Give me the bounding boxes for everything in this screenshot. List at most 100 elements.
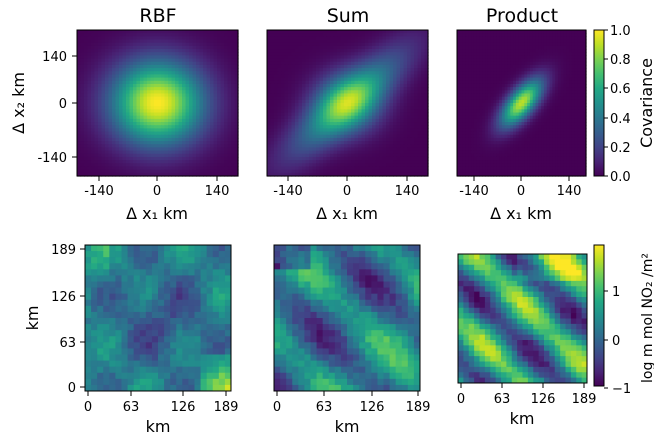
heatmap-cell bbox=[224, 109, 229, 114]
heatmap-cell bbox=[136, 71, 141, 76]
heatmap-cell bbox=[347, 115, 352, 120]
heatmap-cell bbox=[234, 169, 239, 174]
heatmap-cell bbox=[513, 71, 517, 76]
heatmap-cell bbox=[175, 68, 180, 72]
heatmap-cell bbox=[175, 131, 180, 136]
heatmap-cell bbox=[354, 58, 359, 63]
heatmap-cell bbox=[372, 109, 377, 114]
heatmap-cell bbox=[555, 30, 559, 34]
heatmap-cell bbox=[361, 103, 366, 107]
heatmap-cell bbox=[288, 33, 293, 37]
heatmap-cell bbox=[168, 169, 173, 174]
heatmap-cell bbox=[291, 42, 296, 47]
heatmap-cell bbox=[227, 52, 232, 56]
heatmap-cell bbox=[196, 36, 201, 41]
heatmap-cell bbox=[312, 96, 317, 101]
heatmap-cell bbox=[518, 80, 523, 85]
heatmap-cell bbox=[224, 134, 229, 139]
heatmap-cell bbox=[87, 118, 92, 123]
heatmap-cell bbox=[521, 61, 525, 66]
heatmap-cell bbox=[347, 125, 352, 129]
heatmap-cell bbox=[234, 99, 239, 104]
heatmap-cell bbox=[518, 33, 523, 37]
heatmap-cell bbox=[414, 106, 419, 110]
heatmap-cell bbox=[91, 144, 96, 149]
heatmap-cell bbox=[98, 166, 103, 171]
heatmap-cell bbox=[210, 96, 215, 101]
heatmap-cell bbox=[354, 172, 359, 177]
heatmap-cell bbox=[157, 115, 162, 120]
heatmap-cell bbox=[330, 30, 335, 34]
heatmap-cell bbox=[302, 118, 307, 123]
heatmap-cell bbox=[333, 33, 338, 37]
heatmap-cell bbox=[108, 118, 113, 123]
heatmap-cell bbox=[175, 125, 180, 129]
heatmap-cell bbox=[375, 131, 380, 136]
heatmap-cell bbox=[291, 125, 296, 129]
heatmap-cell bbox=[552, 39, 556, 44]
heatmap-cell bbox=[507, 74, 511, 79]
heatmap-cell bbox=[417, 87, 422, 91]
heatmap-cell bbox=[234, 156, 239, 161]
heatmap-cell bbox=[284, 109, 289, 114]
heatmap-cell bbox=[281, 169, 286, 174]
heatmap-cell bbox=[288, 77, 293, 82]
heatmap-cell bbox=[168, 61, 173, 66]
heatmap-cell bbox=[424, 144, 429, 149]
heatmap-cell bbox=[185, 122, 190, 126]
heatmap-cell bbox=[541, 42, 545, 47]
heatmap-cell bbox=[140, 134, 145, 139]
heatmap-cell bbox=[485, 74, 489, 79]
heatmap-cell bbox=[507, 61, 511, 66]
heatmap-cell bbox=[507, 49, 511, 53]
heatmap-cell bbox=[168, 134, 173, 139]
heatmap-cell bbox=[206, 49, 211, 53]
heatmap-cell bbox=[189, 58, 194, 63]
heatmap-cell bbox=[98, 90, 103, 95]
heatmap-cell bbox=[115, 115, 120, 120]
heatmap-cell bbox=[417, 71, 422, 76]
heatmap-cell bbox=[316, 61, 321, 66]
heatmap-cell bbox=[476, 80, 481, 85]
heatmap-cell bbox=[210, 52, 215, 56]
heatmap-cell bbox=[112, 141, 117, 145]
heatmap-cell bbox=[227, 125, 232, 129]
heatmap-cell bbox=[224, 33, 229, 37]
heatmap-cell bbox=[323, 118, 328, 123]
heatmap-cell bbox=[424, 33, 429, 37]
heatmap-cell bbox=[372, 169, 377, 174]
heatmap-cell bbox=[122, 90, 127, 95]
heatmap-cell bbox=[270, 45, 275, 50]
heatmap-cell bbox=[288, 118, 293, 123]
heatmap-cell bbox=[414, 153, 419, 158]
heatmap-cell bbox=[213, 112, 218, 117]
heatmap-cell bbox=[316, 160, 321, 164]
heatmap-cell bbox=[389, 99, 394, 104]
heatmap-cell bbox=[368, 128, 373, 133]
heatmap-cell bbox=[147, 160, 152, 164]
heatmap-cell bbox=[410, 39, 415, 44]
heatmap-cell bbox=[326, 83, 331, 88]
heatmap-cell bbox=[91, 49, 96, 53]
heatmap-cell bbox=[372, 83, 377, 88]
heatmap-cell bbox=[580, 36, 584, 41]
heatmap-cell bbox=[361, 137, 366, 142]
heatmap-cell bbox=[479, 77, 483, 82]
heatmap-cell bbox=[414, 55, 419, 60]
heatmap-cell bbox=[330, 58, 335, 63]
heatmap-cell bbox=[227, 96, 232, 101]
heatmap-cell bbox=[368, 172, 373, 177]
heatmap-cell bbox=[77, 77, 82, 82]
heatmap-cell bbox=[199, 64, 204, 69]
heatmap-cell bbox=[91, 131, 96, 136]
heatmap-cell bbox=[217, 61, 222, 66]
heatmap-cell bbox=[372, 80, 377, 85]
heatmap-cell bbox=[140, 77, 145, 82]
heatmap-cell bbox=[98, 128, 103, 133]
heatmap-cell bbox=[84, 74, 89, 79]
heatmap-cell bbox=[129, 61, 134, 66]
heatmap-cell bbox=[206, 125, 211, 129]
heatmap-cell bbox=[133, 49, 138, 53]
heatmap-cell bbox=[129, 52, 134, 56]
heatmap-cell bbox=[164, 169, 169, 174]
